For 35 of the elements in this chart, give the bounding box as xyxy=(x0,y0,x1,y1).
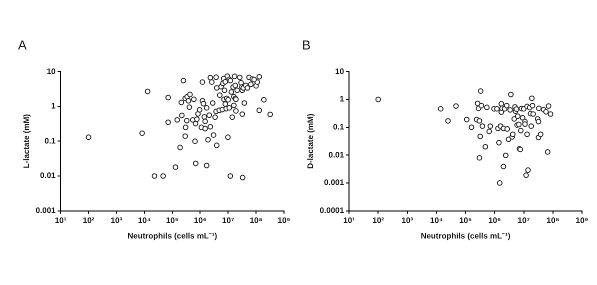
y-axis-title: D-lactate (mM) xyxy=(306,113,316,169)
y-tick-label: 0.0001 xyxy=(320,206,345,216)
x-tick-label: 10² xyxy=(372,216,384,225)
x-tick-label: 10³ xyxy=(402,216,414,225)
y-tick-label: 0.001 xyxy=(324,178,345,188)
x-tick-label: 10⁹ xyxy=(278,216,291,225)
chart-title: B xyxy=(302,37,311,52)
x-axis-title: Neutrophils (cells mL⁻¹) xyxy=(420,231,511,240)
y-axis-title: L-lactate (mM) xyxy=(22,114,32,168)
x-tick-label: 10⁸ xyxy=(546,216,560,225)
x-tick-label: 10³ xyxy=(110,216,123,225)
y-tick-label: 1 xyxy=(340,94,345,104)
x-tick-label: 10⁴ xyxy=(430,216,443,225)
x-tick-label: 10⁷ xyxy=(222,216,234,225)
y-tick-label: 0.1 xyxy=(332,122,345,132)
y-tick-label: 0.1 xyxy=(44,136,56,146)
x-tick-label: 10⁵ xyxy=(459,216,472,225)
x-tick-label: 10⁶ xyxy=(194,216,207,225)
y-tick-label: 10 xyxy=(46,66,56,76)
x-tick-label: 10⁵ xyxy=(166,216,179,225)
y-tick-label: 0.01 xyxy=(328,150,345,160)
x-tick-label: 10² xyxy=(82,216,95,225)
x-tick-label: 10⁴ xyxy=(138,216,151,225)
x-tick-label: 10⁶ xyxy=(488,216,502,225)
y-tick-label: 10 xyxy=(335,66,345,76)
x-tick-label: 10¹ xyxy=(54,216,67,225)
y-tick-label: 0.001 xyxy=(36,206,56,216)
y-tick-label: 0.01 xyxy=(40,171,56,180)
x-tick-label: 10⁷ xyxy=(518,216,530,225)
x-tick-label: 10⁹ xyxy=(576,216,589,225)
y-tick-label: 1 xyxy=(51,102,56,111)
x-axis-title: Neutrophils (cells mL⁻¹) xyxy=(127,231,218,240)
x-tick-label: 10⁸ xyxy=(250,216,263,225)
x-tick-label: 10¹ xyxy=(343,216,356,225)
chart-title: A xyxy=(18,37,27,52)
